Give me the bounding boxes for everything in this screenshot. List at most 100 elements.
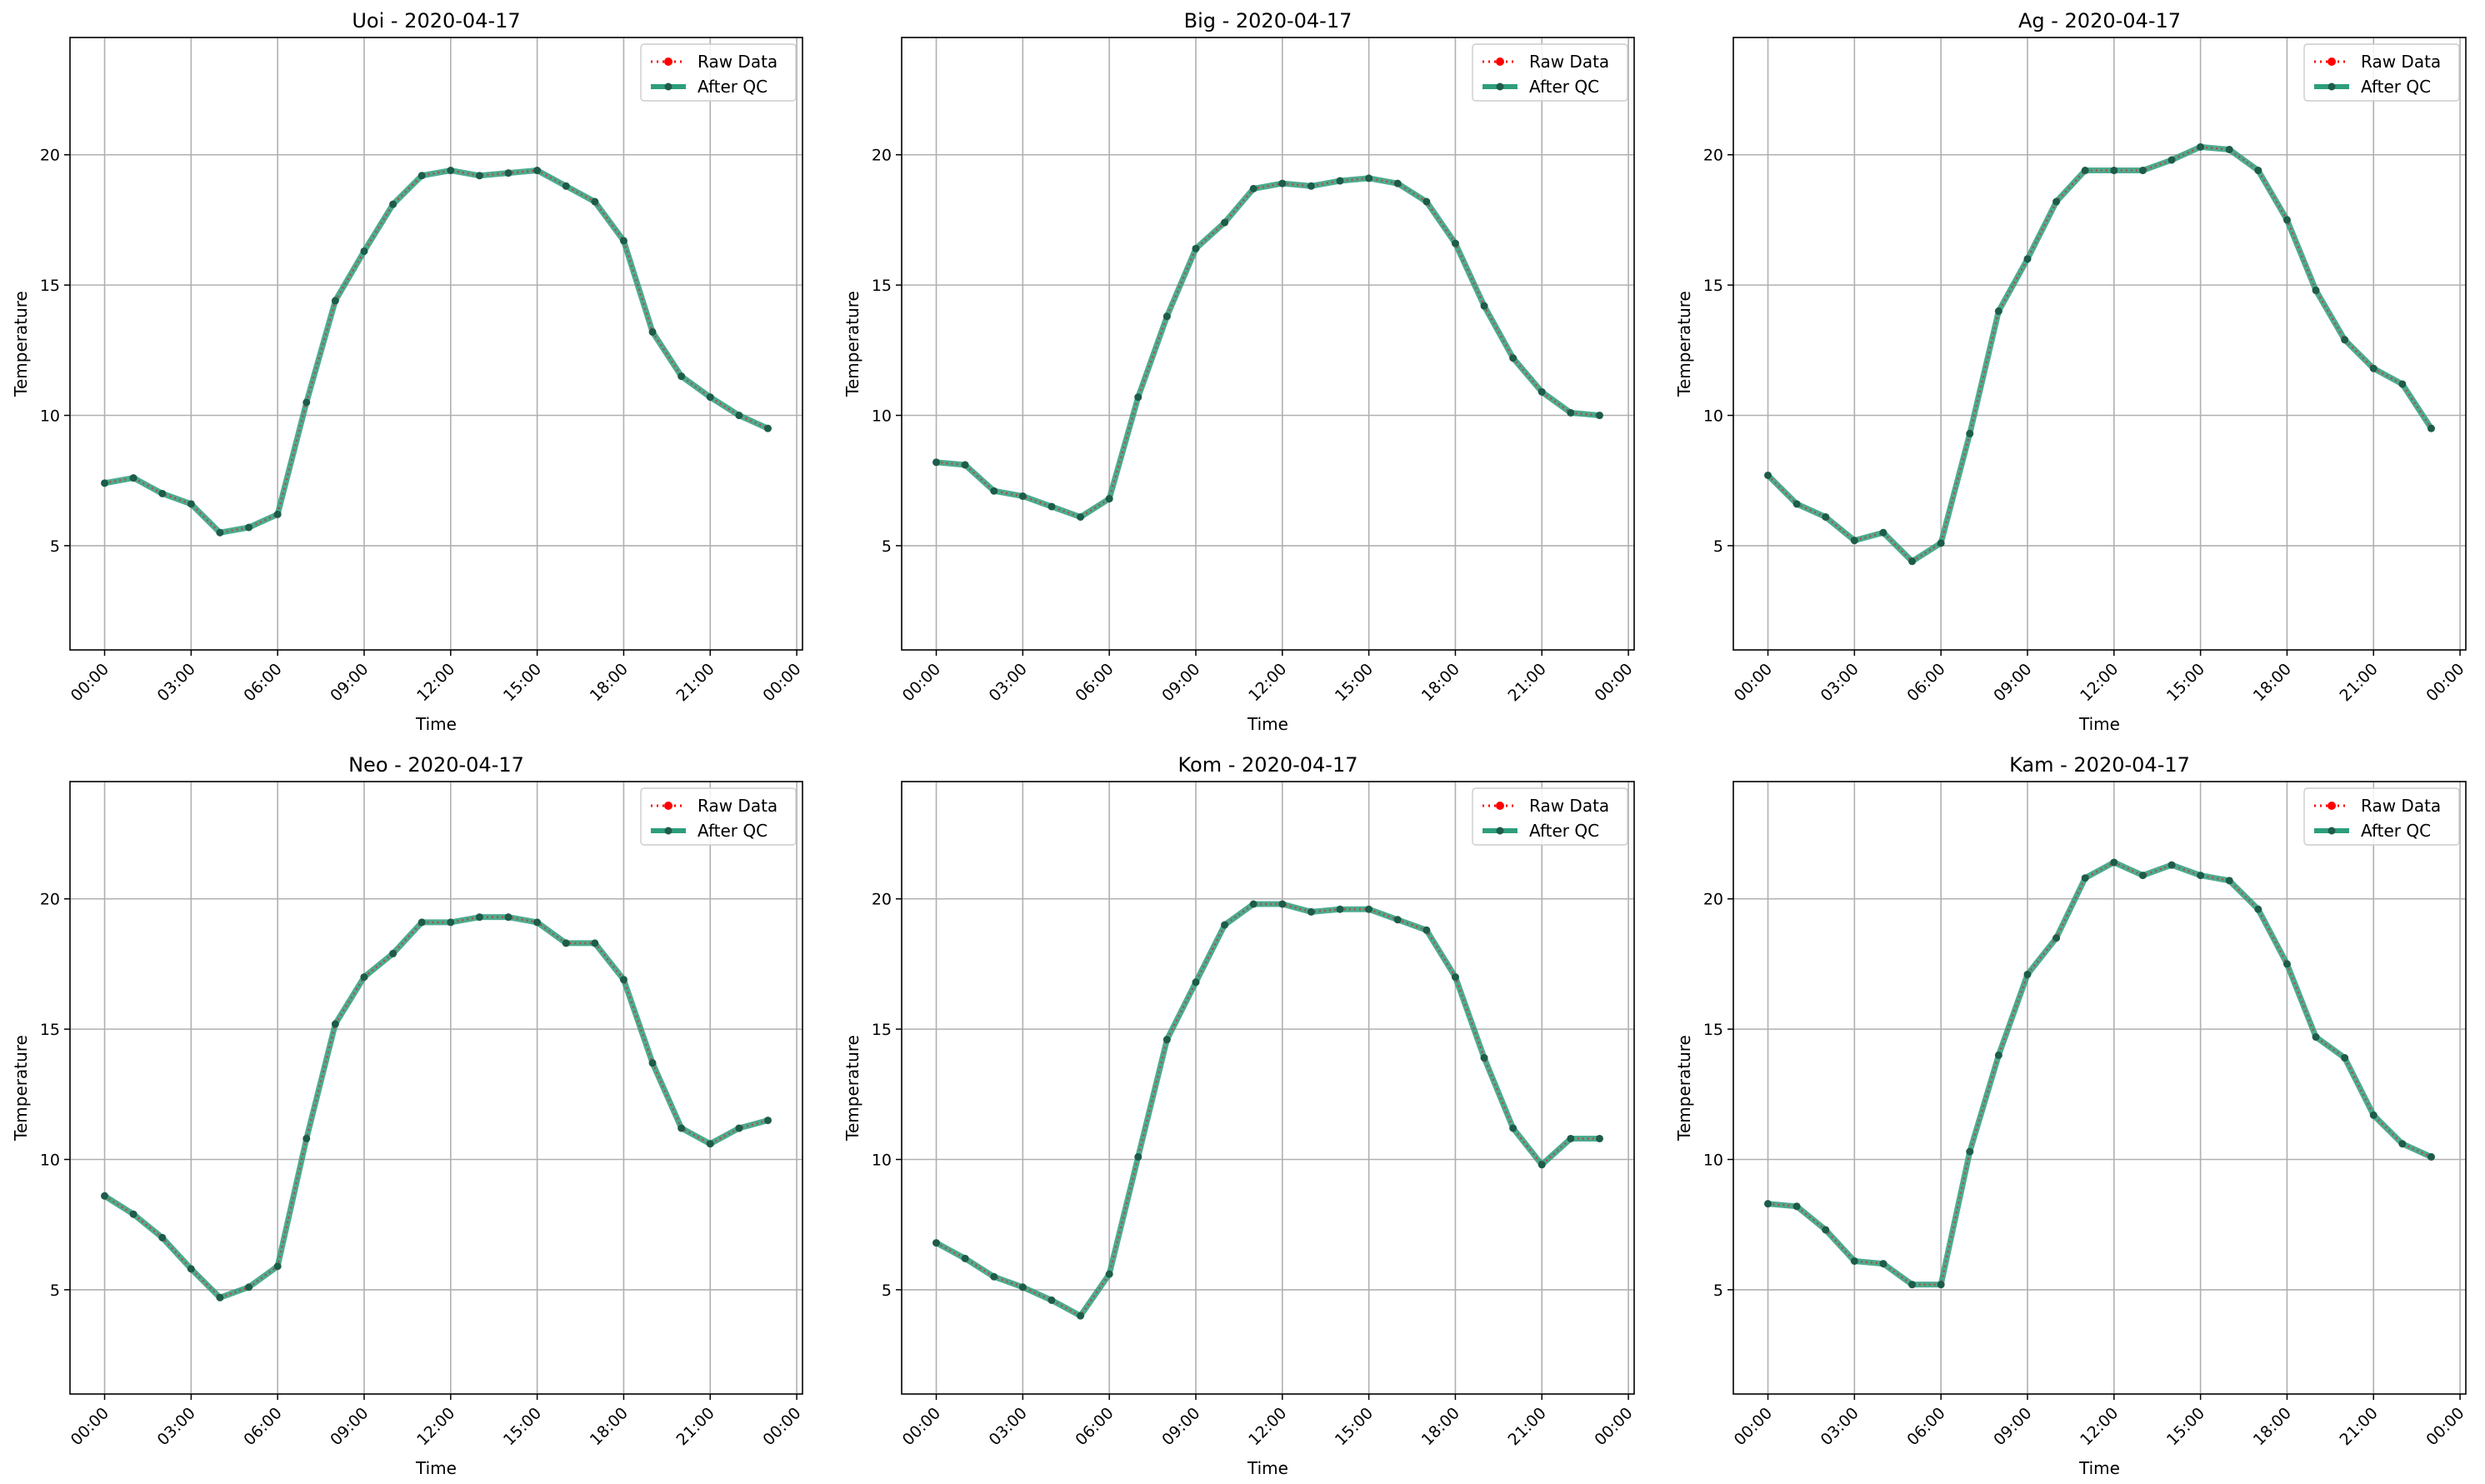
data-point — [1538, 387, 1546, 396]
x-tick-label: 12:00 — [1245, 1404, 1290, 1449]
data-point — [1162, 312, 1171, 321]
legend: Raw Data After QC — [2303, 43, 2460, 102]
x-tick-label: 03:00 — [1818, 1404, 1862, 1449]
y-tick-label: 15 — [40, 277, 60, 295]
legend-qc-marker — [2328, 827, 2336, 835]
legend-raw-label: Raw Data — [698, 52, 778, 72]
x-tick-label: 18:00 — [2250, 660, 2295, 705]
data-point — [1192, 978, 1200, 987]
series-line-after-qc — [933, 901, 1602, 1319]
x-tick-label: 00:00 — [1591, 660, 1636, 705]
y-axis-label: Temperature — [11, 291, 31, 397]
data-point — [1567, 1134, 1575, 1142]
axes-frame — [901, 37, 1635, 651]
legend-qc-label: After QC — [1529, 77, 1599, 97]
data-point — [1221, 218, 1229, 227]
data-point — [273, 1262, 282, 1271]
data-point — [2168, 156, 2176, 164]
y-tick-label: 10 — [40, 407, 60, 426]
data-point — [2369, 1111, 2378, 1119]
data-point — [533, 167, 542, 175]
x-tick-label: 21:00 — [2337, 660, 2382, 705]
x-tick-label: 15:00 — [2163, 1404, 2208, 1449]
subplot-6: Kam - 2020-04-17 00:00 03:00 06:00 09:00 12:0… — [1674, 753, 2468, 1478]
x-tick-label: 21:00 — [1505, 660, 1550, 705]
data-point — [1792, 1202, 1801, 1211]
series-line-after-qc — [933, 175, 1602, 520]
y-tick-label: 10 — [872, 1152, 892, 1170]
y-tick-label: 15 — [872, 1021, 892, 1039]
data-point — [158, 1233, 167, 1242]
data-point — [1393, 916, 1402, 924]
data-point — [1278, 179, 1287, 187]
x-tick-label: 06:00 — [1903, 1404, 1948, 1449]
data-point — [1278, 900, 1287, 908]
data-point — [101, 479, 109, 487]
data-point — [1792, 500, 1801, 508]
data-point — [2254, 905, 2262, 913]
x-axis-label: Time — [415, 1458, 457, 1478]
gridlines — [902, 782, 1634, 1394]
chart-title: Big - 2020-04-17 — [1184, 9, 1352, 32]
x-tick-label: 00:00 — [1731, 1404, 1776, 1449]
data-point — [1879, 528, 1888, 537]
x-tick-label: 21:00 — [2337, 1404, 2382, 1449]
chart-title: Kom - 2020-04-17 — [1178, 753, 1358, 777]
x-tick-label: 18:00 — [1418, 1404, 1463, 1449]
data-point — [1908, 1281, 1917, 1289]
data-point — [2341, 336, 2349, 344]
data-point — [1018, 492, 1027, 500]
series-line-after-qc — [1765, 143, 2434, 565]
data-point — [961, 461, 969, 469]
x-axis-label: Time — [1247, 714, 1288, 734]
data-point — [1365, 905, 1373, 913]
x-tick-label: 09:00 — [1158, 1404, 1203, 1449]
data-point — [706, 393, 714, 402]
x-tick-label: 06:00 — [240, 660, 285, 705]
y-tick-label: 5 — [882, 1282, 892, 1300]
data-point — [1134, 1152, 1142, 1161]
data-point — [2138, 167, 2147, 175]
axes-frame — [69, 781, 803, 1395]
data-point — [1105, 495, 1113, 503]
legend-raw-label: Raw Data — [1529, 796, 1609, 816]
series-line-raw-data — [1768, 861, 2432, 1286]
x-tick-label: 03:00 — [986, 660, 1031, 705]
data-point — [678, 1124, 686, 1132]
data-point — [735, 1124, 743, 1132]
data-point — [1937, 1281, 1945, 1289]
data-point — [2052, 934, 2061, 942]
y-axis-label: Temperature — [11, 1035, 31, 1142]
x-tick-label: 09:00 — [327, 1404, 372, 1449]
data-point — [591, 197, 599, 206]
data-point — [678, 372, 686, 381]
data-point — [1077, 512, 1085, 521]
data-point — [1221, 921, 1229, 929]
x-tick-label: 12:00 — [2077, 1404, 2122, 1449]
data-point — [932, 1239, 941, 1247]
x-tick-label: 09:00 — [327, 660, 372, 705]
data-point — [1509, 354, 1518, 362]
data-point — [2081, 167, 2089, 175]
data-point — [1162, 1036, 1171, 1044]
subplot-1: Uoi - 2020-04-17 00:00 03:00 06:00 09:00 12:0… — [11, 9, 805, 734]
data-point — [1908, 557, 1917, 566]
data-point — [2197, 142, 2205, 151]
data-point — [2052, 197, 2061, 206]
data-point — [1365, 174, 1373, 182]
y-axis-label: Temperature — [1674, 291, 1694, 397]
chart-title: Kam - 2020-04-17 — [2009, 753, 2190, 777]
data-point — [1994, 307, 2002, 315]
data-point — [504, 169, 512, 177]
data-point — [2081, 874, 2089, 882]
legend: Raw Data After QC — [640, 787, 797, 846]
data-point — [2225, 145, 2233, 153]
y-tick-label: 15 — [1703, 277, 1723, 295]
data-point — [2398, 380, 2407, 388]
axes-frame — [1732, 781, 2467, 1395]
data-point — [763, 424, 772, 432]
x-tick-label: 12:00 — [2077, 660, 2122, 705]
axes-frame — [1732, 37, 2467, 651]
data-point — [2110, 167, 2118, 175]
